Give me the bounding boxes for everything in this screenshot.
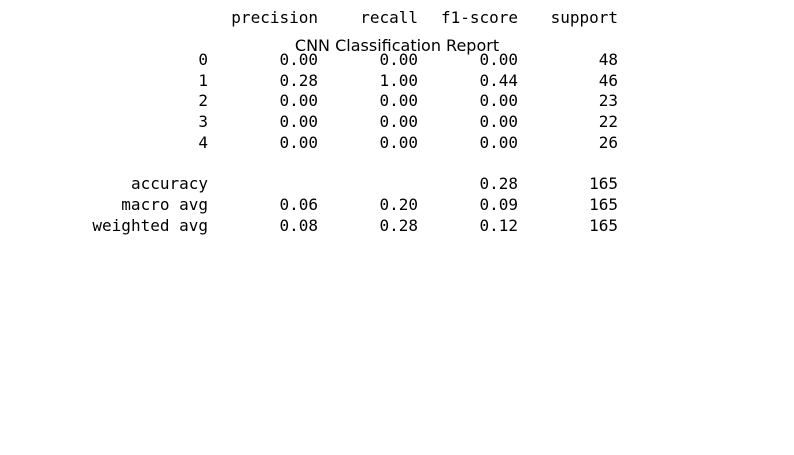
row-recall: 0.28 xyxy=(379,216,418,235)
report-title: CNN Classification Report xyxy=(294,36,500,55)
row-f1-score: 0.12 xyxy=(479,216,518,235)
row-recall: 0.00 xyxy=(379,50,418,69)
row-support: 23 xyxy=(598,91,618,110)
row-recall: 1.00 xyxy=(379,71,418,90)
row-recall: 0.00 xyxy=(379,91,418,110)
row-support: 46 xyxy=(598,71,618,90)
header-recall: recall xyxy=(360,8,418,27)
row-label: 3 xyxy=(198,112,208,131)
class-row-2: 2 0.00 0.00 0.00 23 xyxy=(0,91,794,111)
row-recall: 0.20 xyxy=(379,195,418,214)
row-label: macro avg xyxy=(121,195,208,214)
header-row: precision recall f1-score support xyxy=(0,8,794,28)
row-f1-score: 0.44 xyxy=(479,71,518,90)
row-precision: 0.06 xyxy=(279,195,318,214)
row-label: 1 xyxy=(198,71,208,90)
row-f1-score: 0.00 xyxy=(479,112,518,131)
row-label: 0 xyxy=(198,50,208,69)
row-recall: 0.00 xyxy=(379,133,418,152)
row-support: 165 xyxy=(589,216,618,235)
class-row-0: 0 0.00 0.00 0.00 48 xyxy=(0,50,794,70)
summary-row-weighted-avg: weighted avg 0.08 0.28 0.12 165 xyxy=(0,216,794,236)
row-f1-score: 0.09 xyxy=(479,195,518,214)
header-f1-score: f1-score xyxy=(440,8,518,27)
class-row-3: 3 0.00 0.00 0.00 22 xyxy=(0,112,794,132)
row-precision: 0.00 xyxy=(279,133,318,152)
row-support: 165 xyxy=(589,195,618,214)
summary-row-accuracy: accuracy 0.28 165 xyxy=(0,174,794,194)
row-f1-score: 0.00 xyxy=(479,91,518,110)
row-f1-score: 0.00 xyxy=(479,50,518,69)
row-support: 26 xyxy=(598,133,618,152)
header-support: support xyxy=(550,8,618,27)
row-label: accuracy xyxy=(130,174,208,193)
row-precision: 0.00 xyxy=(279,50,318,69)
row-label: 2 xyxy=(198,91,208,110)
row-precision: 0.00 xyxy=(279,91,318,110)
row-recall: 0.00 xyxy=(379,112,418,131)
row-label: weighted avg xyxy=(92,216,208,235)
row-support: 165 xyxy=(589,174,618,193)
row-precision: 0.00 xyxy=(279,112,318,131)
class-row-4: 4 0.00 0.00 0.00 26 xyxy=(0,133,794,153)
summary-row-macro-avg: macro avg 0.06 0.20 0.09 165 xyxy=(0,195,794,215)
row-f1-score: 0.28 xyxy=(479,174,518,193)
header-precision: precision xyxy=(231,8,318,27)
row-support: 48 xyxy=(598,50,618,69)
row-precision: 0.28 xyxy=(279,71,318,90)
row-label: 4 xyxy=(198,133,208,152)
row-support: 22 xyxy=(598,112,618,131)
class-row-1: 1 0.28 1.00 0.44 46 xyxy=(0,71,794,91)
row-f1-score: 0.00 xyxy=(479,133,518,152)
row-precision: 0.08 xyxy=(279,216,318,235)
